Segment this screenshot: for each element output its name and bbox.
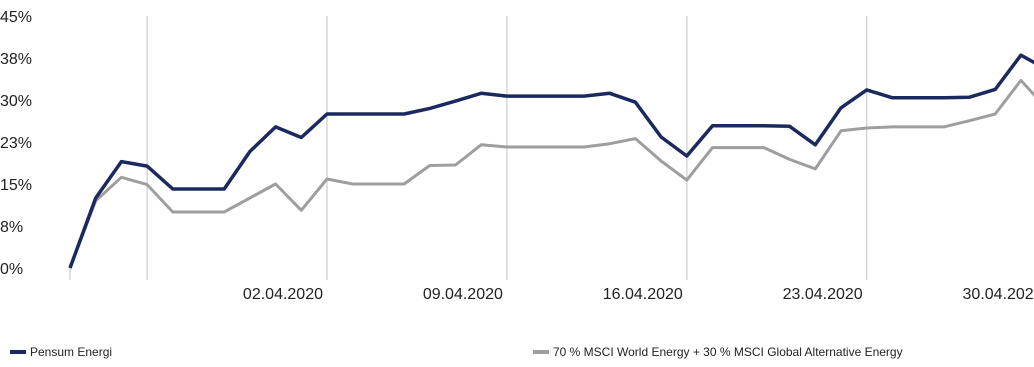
x-tick-label: 16.04.2020 bbox=[603, 286, 683, 303]
y-axis-ticks: 0% 8% 15% 23% 30% 38% 45% bbox=[0, 9, 32, 278]
y-tick-label: 15% bbox=[0, 177, 32, 194]
legend-swatch-pensum-energi bbox=[10, 350, 26, 354]
x-tick-label: 23.04.2020 bbox=[783, 286, 863, 303]
legend-label-benchmark: 70 % MSCI World Energy + 30 % MSCI Globa… bbox=[553, 345, 903, 359]
legend-item-pensum-energi: Pensum Energi bbox=[10, 345, 112, 359]
y-tick-label: 8% bbox=[0, 219, 23, 236]
x-tick-label: 02.04.2020 bbox=[243, 286, 323, 303]
y-tick-label: 23% bbox=[0, 135, 32, 152]
x-axis-ticks: 02.04.2020 09.04.2020 16.04.2020 23.04.2020… bbox=[243, 286, 1034, 303]
series-line-pensum-energi bbox=[68, 53, 1034, 269]
series-line-benchmark bbox=[68, 78, 1034, 269]
series-lines bbox=[68, 53, 1034, 269]
x-tick-label: 30.04.2020 bbox=[963, 286, 1034, 303]
y-tick-label: 45% bbox=[0, 9, 32, 26]
y-tick-label: 30% bbox=[0, 93, 32, 110]
legend-label-pensum-energi: Pensum Energi bbox=[30, 345, 113, 359]
legend-item-benchmark: 70 % MSCI World Energy + 30 % MSCI Globa… bbox=[533, 345, 903, 359]
legend-swatch-benchmark bbox=[533, 350, 549, 354]
y-tick-label: 0% bbox=[0, 261, 23, 278]
y-tick-label: 38% bbox=[0, 51, 32, 68]
x-tick-label: 09.04.2020 bbox=[423, 286, 503, 303]
